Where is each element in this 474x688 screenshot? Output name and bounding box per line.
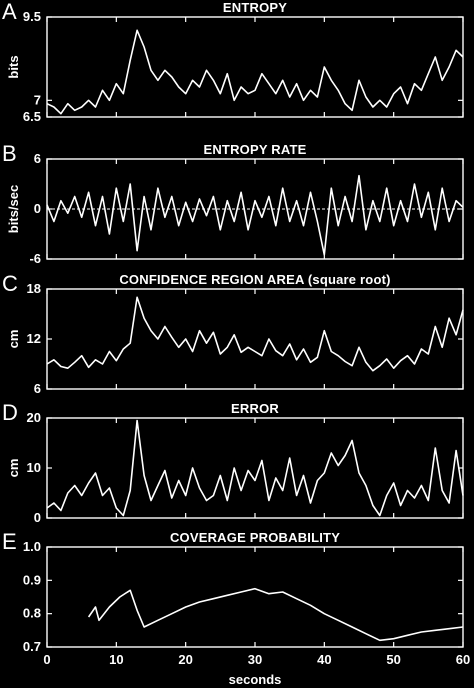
y-tick-label: -6: [29, 251, 41, 266]
panel-letter: C: [2, 271, 18, 296]
panel-a: A ENTROPY bits 6.5 7 9.5: [2, 0, 464, 124]
y-tick-label: 0.8: [23, 606, 41, 621]
x-tick-label: 30: [248, 652, 262, 667]
y-tick-label: 20: [27, 410, 41, 425]
y-tick-label: 7: [34, 92, 41, 107]
x-tick-label: 40: [317, 652, 331, 667]
x-axis-label: seconds: [229, 672, 282, 687]
y-axis-label: cm: [6, 459, 21, 478]
x-tick-label: 50: [386, 652, 400, 667]
y-tick-label: 12: [27, 331, 41, 346]
plot-frame: [46, 288, 464, 390]
x-tick-label: 20: [178, 652, 192, 667]
panel-title: ENTROPY: [223, 0, 287, 15]
x-tick-label: 60: [456, 652, 470, 667]
plot-frame: [46, 546, 464, 648]
y-tick-label: 0: [34, 510, 41, 525]
panel-d: D ERROR cm 0 10 20: [2, 400, 464, 525]
y-axis-label: bits: [6, 55, 21, 78]
panel-title: ERROR: [231, 401, 279, 416]
y-tick-label: 18: [27, 281, 41, 296]
panel-c: C CONFIDENCE REGION AREA (square root) cm 6…: [2, 271, 464, 396]
panel-letter: E: [2, 529, 17, 554]
y-tick-label: 1.0: [23, 539, 41, 554]
panel-title: CONFIDENCE REGION AREA (square root): [119, 272, 390, 287]
series-line: [46, 174, 464, 256]
series-line: [46, 296, 464, 372]
panel-title: COVERAGE PROBABILITY: [170, 530, 340, 545]
panel-letter: A: [2, 0, 17, 24]
plot-frame: [46, 16, 464, 118]
y-tick-label: 0: [34, 201, 41, 216]
panel-e: E COVERAGE PROBABILITY 0.7 0.8 0.9 1.0 0 10 20 30…: [2, 529, 470, 687]
y-tick-label: 6: [34, 151, 41, 166]
series-line: [46, 419, 464, 517]
y-axis-label: cm: [6, 330, 21, 349]
y-tick-label: 0.9: [23, 572, 41, 587]
y-tick-label: 10: [27, 460, 41, 475]
x-tick-label: 0: [43, 652, 50, 667]
panel-letter: B: [2, 141, 17, 166]
panel-title: ENTROPY RATE: [203, 142, 306, 157]
series-line: [46, 29, 464, 115]
y-tick-label: 9.5: [23, 9, 41, 24]
panel-letter: D: [2, 400, 18, 425]
y-tick-label: 0.7: [23, 639, 41, 654]
y-tick-label: 6: [34, 381, 41, 396]
panel-b: B ENTROPY RATE bits/sec -6 0 6: [2, 141, 464, 266]
y-tick-label: 6.5: [23, 109, 41, 124]
x-tick-label: 10: [109, 652, 123, 667]
y-axis-label: bits/sec: [6, 185, 21, 233]
series-line: [87, 587, 464, 642]
